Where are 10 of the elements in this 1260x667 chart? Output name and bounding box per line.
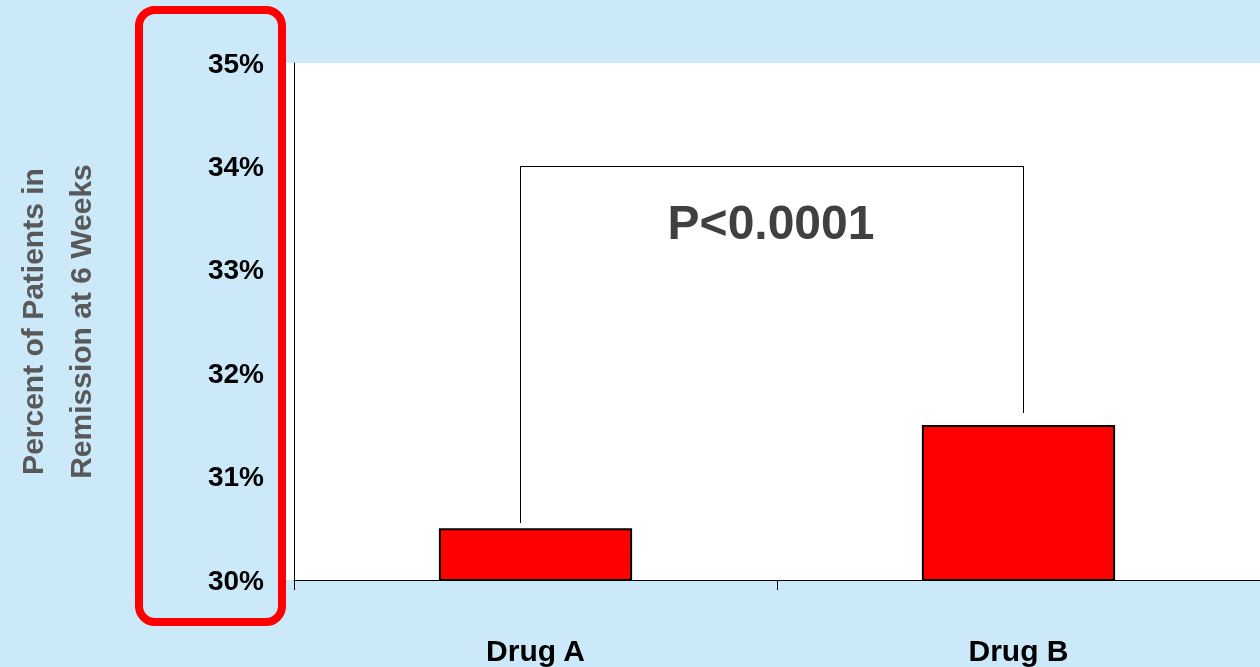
y-tick-label: 34% [207, 150, 265, 182]
y-tick-label: 31% [207, 461, 265, 493]
y-tick-label: 30% [207, 564, 265, 596]
y-tick-label: 33% [207, 254, 265, 286]
x-tick-label: Drug A [486, 633, 585, 667]
x-tick-label: Drug B [968, 633, 1069, 667]
y-tick-label: 35% [207, 47, 265, 79]
y-tick-label: 32% [207, 357, 265, 389]
y-axis-title: Percent of Patients in Remission at 6 Weeks [15, 164, 97, 479]
annotation: P<0.0001 [667, 195, 875, 249]
